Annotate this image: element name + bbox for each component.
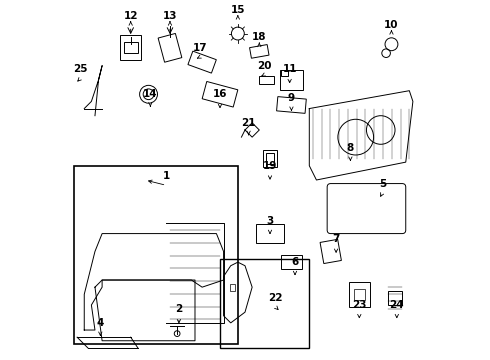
- Text: 25: 25: [74, 64, 88, 74]
- Text: 5: 5: [379, 179, 386, 189]
- Text: 24: 24: [390, 300, 404, 310]
- Text: 18: 18: [252, 32, 267, 42]
- Text: 3: 3: [267, 216, 273, 226]
- Text: 4: 4: [97, 318, 104, 328]
- Text: 6: 6: [292, 257, 298, 267]
- Text: 8: 8: [347, 143, 354, 153]
- Text: 1: 1: [163, 171, 170, 181]
- Bar: [220, 258, 309, 348]
- Text: 13: 13: [163, 11, 177, 21]
- Text: 12: 12: [123, 11, 138, 21]
- Text: 14: 14: [143, 89, 158, 99]
- Text: 16: 16: [213, 89, 227, 99]
- Text: 15: 15: [231, 5, 245, 15]
- Text: 2: 2: [175, 303, 183, 314]
- Text: 11: 11: [282, 64, 297, 74]
- Text: 17: 17: [193, 43, 208, 53]
- Text: 10: 10: [384, 19, 399, 30]
- Text: 20: 20: [257, 61, 272, 71]
- Text: 9: 9: [288, 93, 295, 103]
- Text: 22: 22: [268, 293, 283, 303]
- Text: 7: 7: [332, 234, 340, 244]
- Bar: [74, 166, 238, 344]
- Text: 23: 23: [352, 300, 367, 310]
- Text: 21: 21: [241, 118, 256, 128]
- Text: 19: 19: [263, 161, 277, 171]
